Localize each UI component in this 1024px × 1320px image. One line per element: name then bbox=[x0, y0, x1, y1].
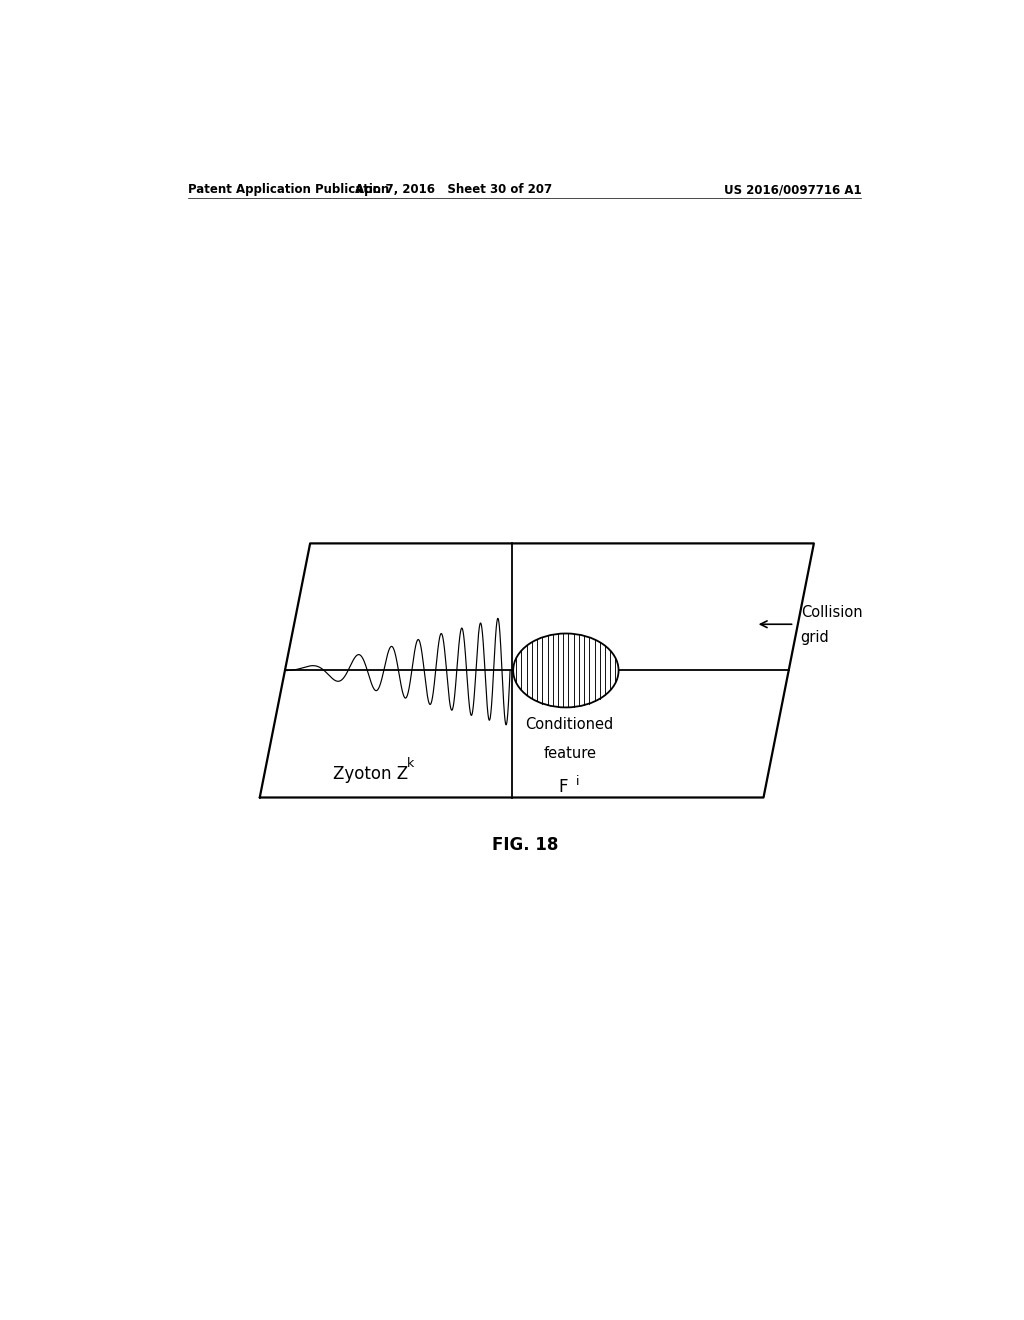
Text: US 2016/0097716 A1: US 2016/0097716 A1 bbox=[724, 183, 861, 197]
Text: F: F bbox=[559, 779, 568, 796]
Ellipse shape bbox=[513, 634, 618, 708]
Text: k: k bbox=[407, 758, 415, 771]
Text: FIG. 18: FIG. 18 bbox=[492, 836, 558, 854]
Text: feature: feature bbox=[544, 746, 596, 760]
Text: Collision: Collision bbox=[801, 606, 862, 620]
Text: grid: grid bbox=[801, 631, 829, 645]
Text: Apr. 7, 2016   Sheet 30 of 207: Apr. 7, 2016 Sheet 30 of 207 bbox=[355, 183, 552, 197]
Text: Zyoton Z: Zyoton Z bbox=[334, 766, 409, 783]
Text: i: i bbox=[575, 775, 580, 788]
Text: Patent Application Publication: Patent Application Publication bbox=[188, 183, 390, 197]
Text: Conditioned: Conditioned bbox=[525, 717, 613, 731]
